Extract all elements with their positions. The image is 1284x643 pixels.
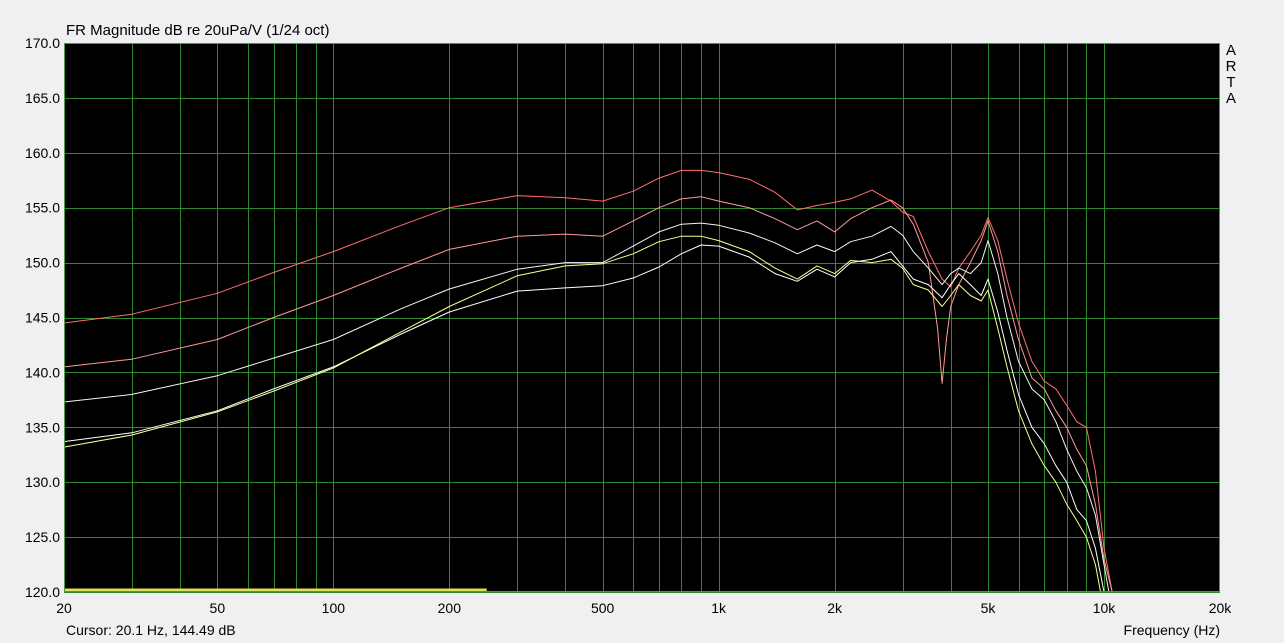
- x-tick-label: 10k: [1093, 600, 1117, 616]
- y-tick-label: 155.0: [25, 200, 60, 216]
- x-tick-label: 100: [322, 600, 346, 616]
- x-tick-label: 50: [210, 600, 226, 616]
- y-tick-label: 135.0: [25, 419, 60, 435]
- series-group: [63, 169, 1113, 593]
- x-tick-label: 500: [591, 600, 615, 616]
- y-axis-ticks: 120.0 125.0 130.0 135.0 140.0 145.0 150.0 155.0…: [25, 35, 60, 600]
- plot-area[interactable]: [64, 43, 1220, 592]
- x-tick-label: 20k: [1209, 600, 1233, 616]
- x-tick-label: 200: [438, 600, 462, 616]
- y-tick-label: 165.0: [25, 90, 60, 106]
- y-tick-label: 170.0: [25, 35, 60, 51]
- plot-frame: [64, 43, 1220, 592]
- y-tick-label: 150.0: [25, 255, 60, 271]
- arta-brand-label: A R T A: [1225, 43, 1237, 107]
- cursor-readout: Cursor: 20.1 Hz, 144.49 dB: [66, 622, 236, 638]
- y-tick-label: 120.0: [25, 584, 60, 600]
- x-axis-label: Frequency (Hz): [1123, 622, 1220, 638]
- brand-letter: A: [1225, 42, 1236, 59]
- series-line-4: [63, 244, 1105, 593]
- y-tick-label: 140.0: [25, 364, 60, 380]
- x-tick-label: 1k: [711, 600, 727, 616]
- series-line-3: [63, 222, 1110, 593]
- brand-letter: A: [1225, 90, 1236, 107]
- y-tick-label: 160.0: [25, 145, 60, 161]
- brand-letter: R: [1225, 58, 1237, 75]
- x-tick-label: 2k: [827, 600, 843, 616]
- series-line-5: [63, 235, 1102, 593]
- y-tick-label: 125.0: [25, 529, 60, 545]
- x-tick-label: 5k: [981, 600, 997, 616]
- series-line-1: [63, 169, 1113, 593]
- brand-letter: T: [1226, 74, 1236, 91]
- x-tick-label: 20: [56, 600, 72, 616]
- x-axis-ticks: 20 50 100 200 500 1k 2k 5k 10k 20k: [56, 600, 1232, 616]
- y-tick-label: 145.0: [25, 310, 60, 326]
- chart-title: FR Magnitude dB re 20uPa/V (1/24 oct): [66, 22, 330, 39]
- y-tick-label: 130.0: [25, 474, 60, 490]
- series-line-2: [63, 196, 1113, 593]
